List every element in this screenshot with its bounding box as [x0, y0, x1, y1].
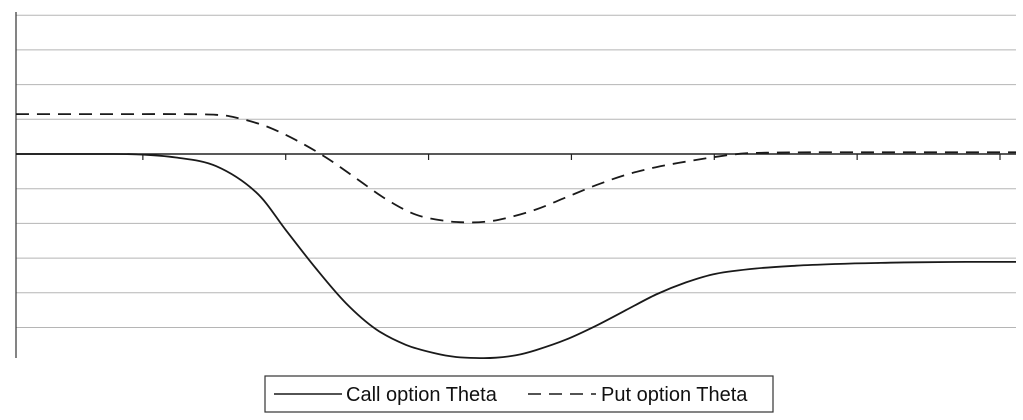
x-axis-ticks: [142, 154, 1001, 160]
legend-box: [264, 375, 774, 413]
series-line-call-theta: [15, 153, 1016, 360]
gridlines: [16, 14, 1016, 328]
series-layer: [15, 113, 1016, 360]
legend: Call option Theta Put option Theta: [264, 375, 774, 413]
series-line-put-theta: [16, 113, 1016, 224]
legend-label-put: Put option Theta: [601, 384, 748, 406]
legend-label-call: Call option Theta: [346, 384, 498, 406]
